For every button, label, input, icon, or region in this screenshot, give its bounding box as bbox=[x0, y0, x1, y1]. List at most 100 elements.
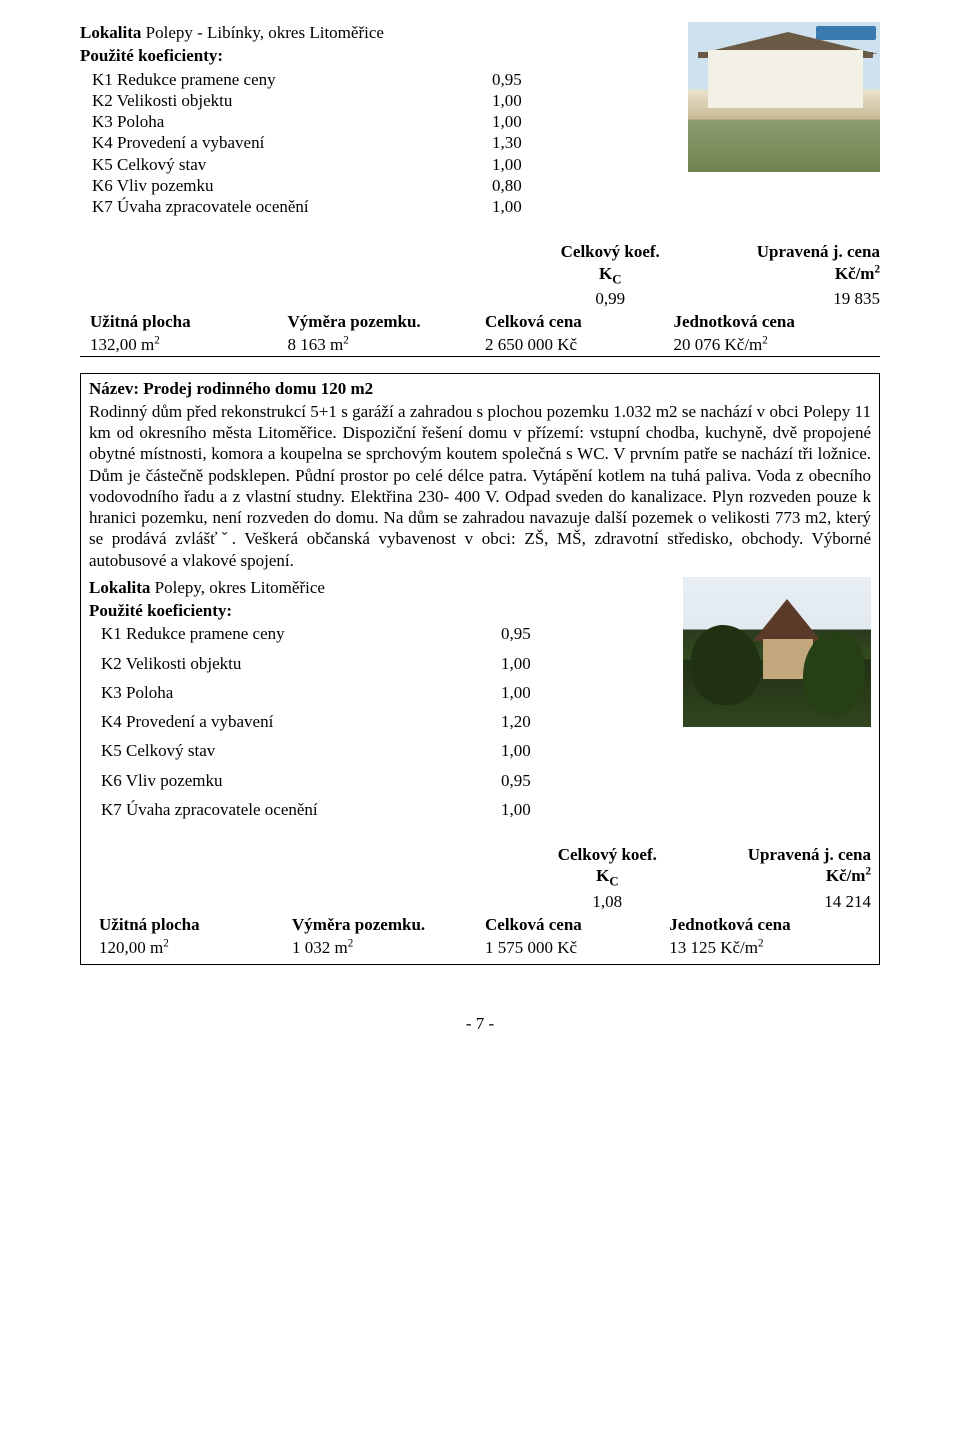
section2-flex: Lokalita Polepy, okres Litoměřice Použit… bbox=[89, 575, 871, 820]
coef-value: 1,00 bbox=[501, 682, 581, 703]
sup: 2 bbox=[163, 938, 169, 950]
locality-line-2: Lokalita Polepy, okres Litoměřice bbox=[89, 577, 683, 598]
sup: 2 bbox=[154, 335, 160, 347]
td-jednotkova: 13 125 Kč/m2 bbox=[669, 937, 871, 958]
th-vymera: Výměra pozemku. bbox=[292, 914, 485, 935]
val: 13 125 Kč/m bbox=[669, 938, 758, 957]
th-jednotkova: Jednotková cena bbox=[674, 311, 880, 332]
coef-value: 0,95 bbox=[492, 69, 572, 90]
sup: 2 bbox=[348, 938, 354, 950]
section2-left: Lokalita Polepy, okres Litoměřice Použit… bbox=[89, 575, 683, 820]
coef-label: K7 Úvaha zpracovatele ocenění bbox=[80, 196, 492, 217]
coef-row: K3 Poloha 1,00 bbox=[80, 111, 688, 132]
coef-label: K1 Redukce pramene ceny bbox=[80, 69, 492, 90]
kcm-text: Kč/m bbox=[826, 866, 866, 885]
coef-row: K2 Velikosti objektu 1,00 bbox=[89, 653, 683, 674]
td-celkova: 1 575 000 Kč bbox=[485, 937, 669, 958]
coef-value: 1,00 bbox=[501, 740, 581, 761]
coef-value: 1,00 bbox=[492, 90, 572, 111]
th-vymera: Výměra pozemku. bbox=[288, 311, 486, 332]
summary-unit-row: KC Kč/m2 bbox=[89, 865, 871, 890]
property-photo-2 bbox=[683, 577, 871, 727]
coef-value: 1,00 bbox=[492, 154, 572, 175]
coef-row: K4 Provedení a vybavení 1,20 bbox=[89, 711, 683, 732]
th-celkova: Celková cena bbox=[485, 914, 669, 935]
property-photo-1 bbox=[688, 22, 880, 172]
th-celkova: Celková cena bbox=[485, 311, 674, 332]
coef-row: K4 Provedení a vybavení 1,30 bbox=[80, 132, 688, 153]
coef-row: K3 Poloha 1,00 bbox=[89, 682, 683, 703]
coefficients-heading-1: Použité koeficienty: bbox=[80, 45, 688, 66]
td-vymera: 1 032 m2 bbox=[292, 937, 485, 958]
coef-row: K2 Velikosti objektu 1,00 bbox=[80, 90, 688, 111]
coef-row: K5 Celkový stav 1,00 bbox=[80, 154, 688, 175]
locality-label: Lokalita bbox=[89, 578, 150, 597]
summary-ujc-value: 14 214 bbox=[689, 891, 871, 912]
coefficients-heading-2: Použité koeficienty: bbox=[89, 600, 683, 621]
summary-celkovy-label: Celkový koef. bbox=[525, 844, 689, 865]
val: 1 032 m bbox=[292, 938, 348, 957]
td-celkova: 2 650 000 Kč bbox=[485, 334, 674, 355]
summary-kcm2-unit: Kč/m2 bbox=[694, 263, 880, 288]
th-uzitna: Užitná plocha bbox=[89, 914, 292, 935]
coef-row: K7 Úvaha zpracovatele ocenění 1,00 bbox=[89, 799, 683, 820]
th-jednotkova: Jednotková cena bbox=[669, 914, 871, 935]
result-table-row: 132,00 m2 8 163 m2 2 650 000 Kč 20 076 K… bbox=[80, 334, 880, 356]
coef-label: K5 Celkový stav bbox=[89, 740, 501, 761]
result-table-header: Užitná plocha Výměra pozemku. Celková ce… bbox=[80, 311, 880, 332]
coef-label: K6 Vliv pozemku bbox=[80, 175, 492, 196]
val: 132,00 m bbox=[90, 335, 154, 354]
coef-row: K1 Redukce pramene ceny 0,95 bbox=[89, 623, 683, 644]
page: Lokalita Polepy - Libínky, okres Litoměř… bbox=[40, 0, 920, 1065]
summary-kc-value: 0,99 bbox=[527, 288, 694, 309]
coef-value: 1,30 bbox=[492, 132, 572, 153]
coef-row: K5 Celkový stav 1,00 bbox=[89, 740, 683, 761]
summary-value-row: 1,08 14 214 bbox=[89, 891, 871, 912]
title-value: Prodej rodinného domu 120 m2 bbox=[143, 379, 373, 398]
kcm-text: Kč/m bbox=[835, 264, 875, 283]
coef-label: K2 Velikosti objektu bbox=[80, 90, 492, 111]
listing-box: Název: Prodej rodinného domu 120 m2 Rodi… bbox=[80, 373, 880, 966]
summary-upravena-label: Upravená j. cena bbox=[694, 241, 880, 262]
result-table-header: Užitná plocha Výměra pozemku. Celková ce… bbox=[89, 914, 871, 935]
th-uzitna: Užitná plocha bbox=[80, 311, 288, 332]
td-uzitna: 132,00 m2 bbox=[80, 334, 288, 355]
summary-ujc-value: 19 835 bbox=[694, 288, 880, 309]
page-number: - 7 - bbox=[80, 1013, 880, 1034]
summary-kc-unit: KC bbox=[525, 865, 689, 890]
summary-header-row: Celkový koef. Upravená j. cena bbox=[80, 241, 880, 262]
coef-value: 0,80 bbox=[492, 175, 572, 196]
coef-value: 1,20 bbox=[501, 711, 581, 732]
kcm-sup: 2 bbox=[874, 263, 880, 275]
coef-value: 0,95 bbox=[501, 623, 581, 644]
locality-value: Polepy, okres Litoměřice bbox=[155, 578, 325, 597]
td-jednotkova: 20 076 Kč/m2 bbox=[674, 334, 880, 355]
coef-label: K4 Provedení a vybavení bbox=[80, 132, 492, 153]
val: 120,00 m bbox=[99, 938, 163, 957]
summary-kc-value: 1,08 bbox=[525, 891, 689, 912]
sup: 2 bbox=[758, 938, 764, 950]
coef-label: K5 Celkový stav bbox=[80, 154, 492, 175]
td-vymera: 8 163 m2 bbox=[288, 334, 486, 355]
coef-label: K2 Velikosti objektu bbox=[89, 653, 501, 674]
locality-value: Polepy - Libínky, okres Litoměřice bbox=[146, 23, 384, 42]
coef-value: 1,00 bbox=[501, 799, 581, 820]
coef-row: K6 Vliv pozemku 0,80 bbox=[80, 175, 688, 196]
photo-shape-icon bbox=[708, 50, 863, 108]
coef-label: K4 Provedení a vybavení bbox=[89, 711, 501, 732]
coef-row: K6 Vliv pozemku 0,95 bbox=[89, 770, 683, 791]
val: 8 163 m bbox=[288, 335, 344, 354]
listing-title-line: Název: Prodej rodinného domu 120 m2 bbox=[89, 378, 871, 399]
coef-value: 1,00 bbox=[501, 653, 581, 674]
coef-label: K6 Vliv pozemku bbox=[89, 770, 501, 791]
result-table-row: 120,00 m2 1 032 m2 1 575 000 Kč 13 125 K… bbox=[89, 937, 871, 958]
summary-unit-row: KC Kč/m2 bbox=[80, 263, 880, 288]
coef-label: K7 Úvaha zpracovatele ocenění bbox=[89, 799, 501, 820]
kc-sub: C bbox=[612, 272, 621, 286]
coef-value: 0,95 bbox=[501, 770, 581, 791]
summary-upravena-label: Upravená j. cena bbox=[689, 844, 871, 865]
kcm-sup: 2 bbox=[865, 866, 871, 878]
kc-sub: C bbox=[609, 875, 618, 889]
coef-row: K1 Redukce pramene ceny 0,95 bbox=[80, 69, 688, 90]
photo-shape-icon bbox=[803, 632, 865, 717]
